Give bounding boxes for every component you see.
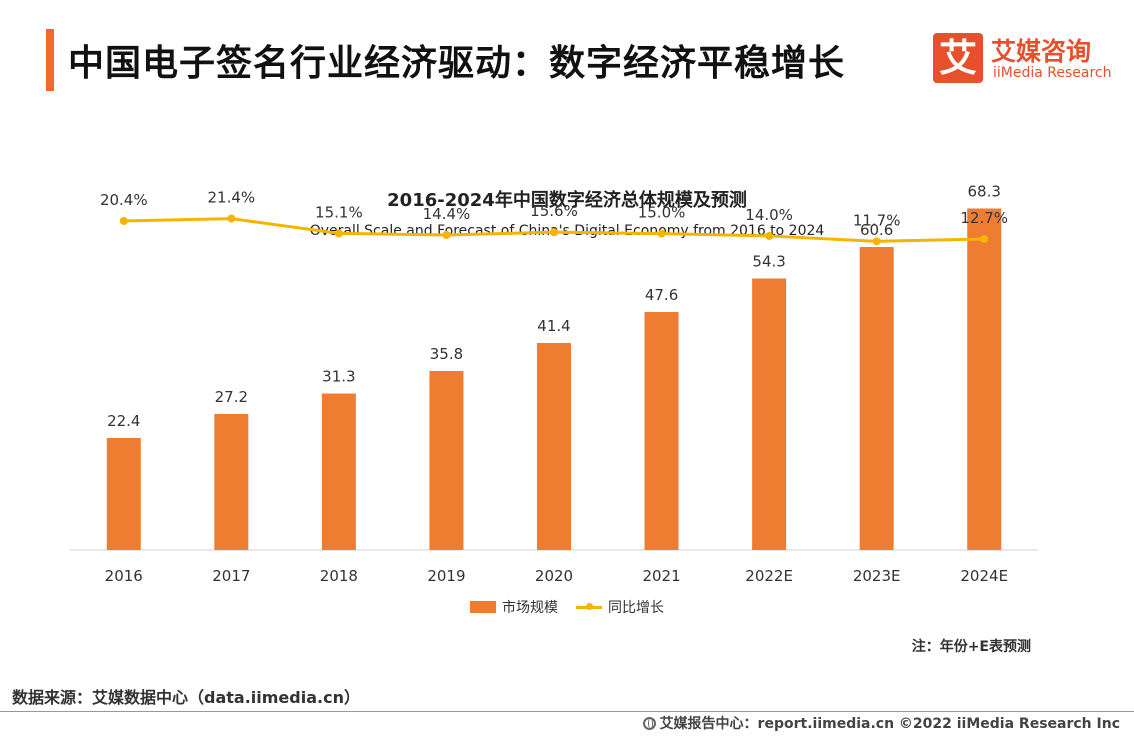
bar-2020 (537, 343, 571, 550)
legend-bar-swatch (470, 601, 496, 613)
legend-line-swatch (576, 603, 602, 610)
x-tick-2021: 2021 (642, 567, 680, 585)
bar-2021 (644, 312, 679, 550)
x-tick-2019: 2019 (427, 567, 465, 585)
growth-label-2016: 20.4% (100, 191, 148, 209)
bar-label-2016: 22.4 (107, 412, 140, 430)
footer: 艾媒报告中心：report.iimedia.cn ©2022 iiMedia R… (642, 713, 1120, 733)
growth-label-2024E: 12.7% (960, 209, 1008, 227)
bar-2024E (967, 208, 1002, 550)
x-tick-2023E: 2023E (853, 567, 901, 585)
bar-2019 (429, 371, 464, 550)
title-accent-bar (46, 29, 54, 91)
x-tick-2017: 2017 (212, 567, 250, 585)
data-source: 数据来源：艾媒数据中心（data.iimedia.cn） (12, 688, 360, 707)
bar-2022E (752, 278, 787, 550)
bar-label-2020: 41.4 (537, 317, 570, 335)
chart-legend: 市场规模 同比增长 (0, 597, 1134, 617)
globe-icon (642, 716, 656, 730)
legend-item-scale: 市场规模 (470, 597, 558, 617)
logo-text-cn: 艾媒咨询 (991, 37, 1092, 66)
growth-point-2020 (550, 228, 558, 237)
page-title: 中国电子签名行业经济驱动：数字经济平稳增长 (68, 43, 846, 84)
brand-logo: 艾 艾媒咨询 iiMedia Research (933, 33, 1123, 85)
growth-point-2022E (765, 231, 774, 240)
growth-point-2021 (657, 229, 666, 238)
growth-point-2016 (119, 216, 128, 225)
growth-point-2017 (227, 214, 236, 223)
growth-label-2017: 21.4% (208, 189, 256, 207)
bar-label-2022E: 54.3 (752, 253, 785, 271)
bar-label-2019: 35.8 (430, 345, 463, 363)
chart-title: 2016-2024年中国数字经济总体规模及预测 (387, 190, 747, 211)
bar-2016 (106, 438, 141, 550)
growth-label-2020: 15.6% (530, 202, 578, 220)
x-tick-2016: 2016 (105, 567, 143, 585)
growth-label-2023E: 11.7% (853, 211, 901, 229)
bar-label-2021: 47.6 (645, 286, 678, 304)
growth-point-2019 (442, 231, 451, 239)
growth-label-2022E: 14.0% (745, 206, 793, 224)
bar-label-2018: 31.3 (322, 368, 355, 386)
growth-point-2023E (872, 237, 881, 246)
footer-text: 艾媒报告中心：report.iimedia.cn ©2022 iiMedia R… (659, 716, 1120, 732)
growth-point-2024E (980, 234, 989, 243)
bar-label-2017: 27.2 (215, 388, 248, 406)
footer-divider (0, 711, 1134, 712)
x-tick-2024E: 2024E (960, 567, 1008, 585)
legend-item-growth: 同比增长 (576, 597, 664, 617)
forecast-note: 注：年份+E表预测 (911, 639, 1031, 655)
logo-text-en: iiMedia Research (993, 65, 1112, 81)
growth-label-2019: 14.4% (423, 205, 471, 223)
x-tick-2018: 2018 (320, 567, 358, 585)
x-tick-2020: 2020 (535, 567, 573, 585)
bar-label-2023E: 60.6 (860, 221, 893, 239)
growth-point-2018 (334, 229, 343, 238)
bar-2017 (214, 414, 249, 550)
growth-label-2018: 15.1% (315, 203, 363, 221)
bar-2018 (321, 393, 356, 550)
bar-label-2024E: 68.3 (968, 183, 1001, 201)
legend-label-growth: 同比增长 (608, 600, 664, 616)
x-tick-2022E: 2022E (745, 567, 793, 585)
logo-mark: 艾 (933, 33, 983, 83)
growth-label-2021: 15.0% (638, 204, 686, 222)
bar-2023E (859, 247, 894, 550)
legend-label-scale: 市场规模 (502, 600, 558, 616)
